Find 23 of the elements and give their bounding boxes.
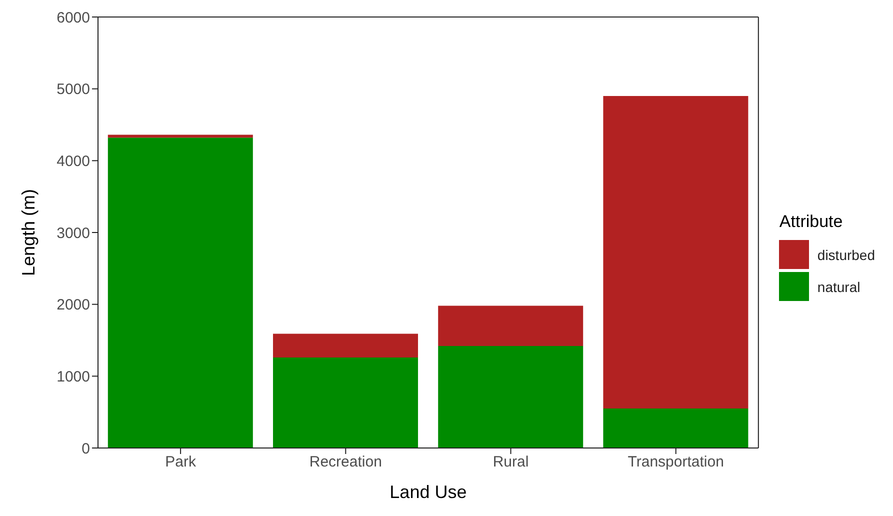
y-tick-label: 3000 — [56, 224, 90, 242]
y-axis-title: Length (m) — [18, 188, 38, 276]
bar — [108, 138, 253, 448]
y-tick-label: 1000 — [56, 368, 90, 386]
y-tick-label: 4000 — [56, 152, 90, 170]
x-tick-label: Recreation — [309, 454, 382, 471]
legend-title: Attribute — [779, 212, 844, 232]
x-tick-label: Rural — [492, 454, 529, 471]
bar — [438, 346, 584, 448]
legend-label: disturbed — [817, 246, 875, 262]
legend-label: natural — [817, 278, 860, 294]
x-tick-label: Transportation — [628, 454, 724, 471]
y-tick-label: 5000 — [56, 81, 90, 98]
x-axis-title: Land Use — [390, 482, 467, 502]
x-tick-label: Park — [165, 454, 196, 471]
bar — [273, 357, 418, 448]
bar — [603, 408, 748, 448]
bar — [438, 306, 584, 346]
y-tick-label: 0 — [82, 440, 90, 458]
bar — [603, 96, 748, 408]
y-tick-label: 2000 — [56, 296, 90, 314]
y-tick-label: 6000 — [56, 9, 90, 26]
bar — [273, 334, 418, 358]
